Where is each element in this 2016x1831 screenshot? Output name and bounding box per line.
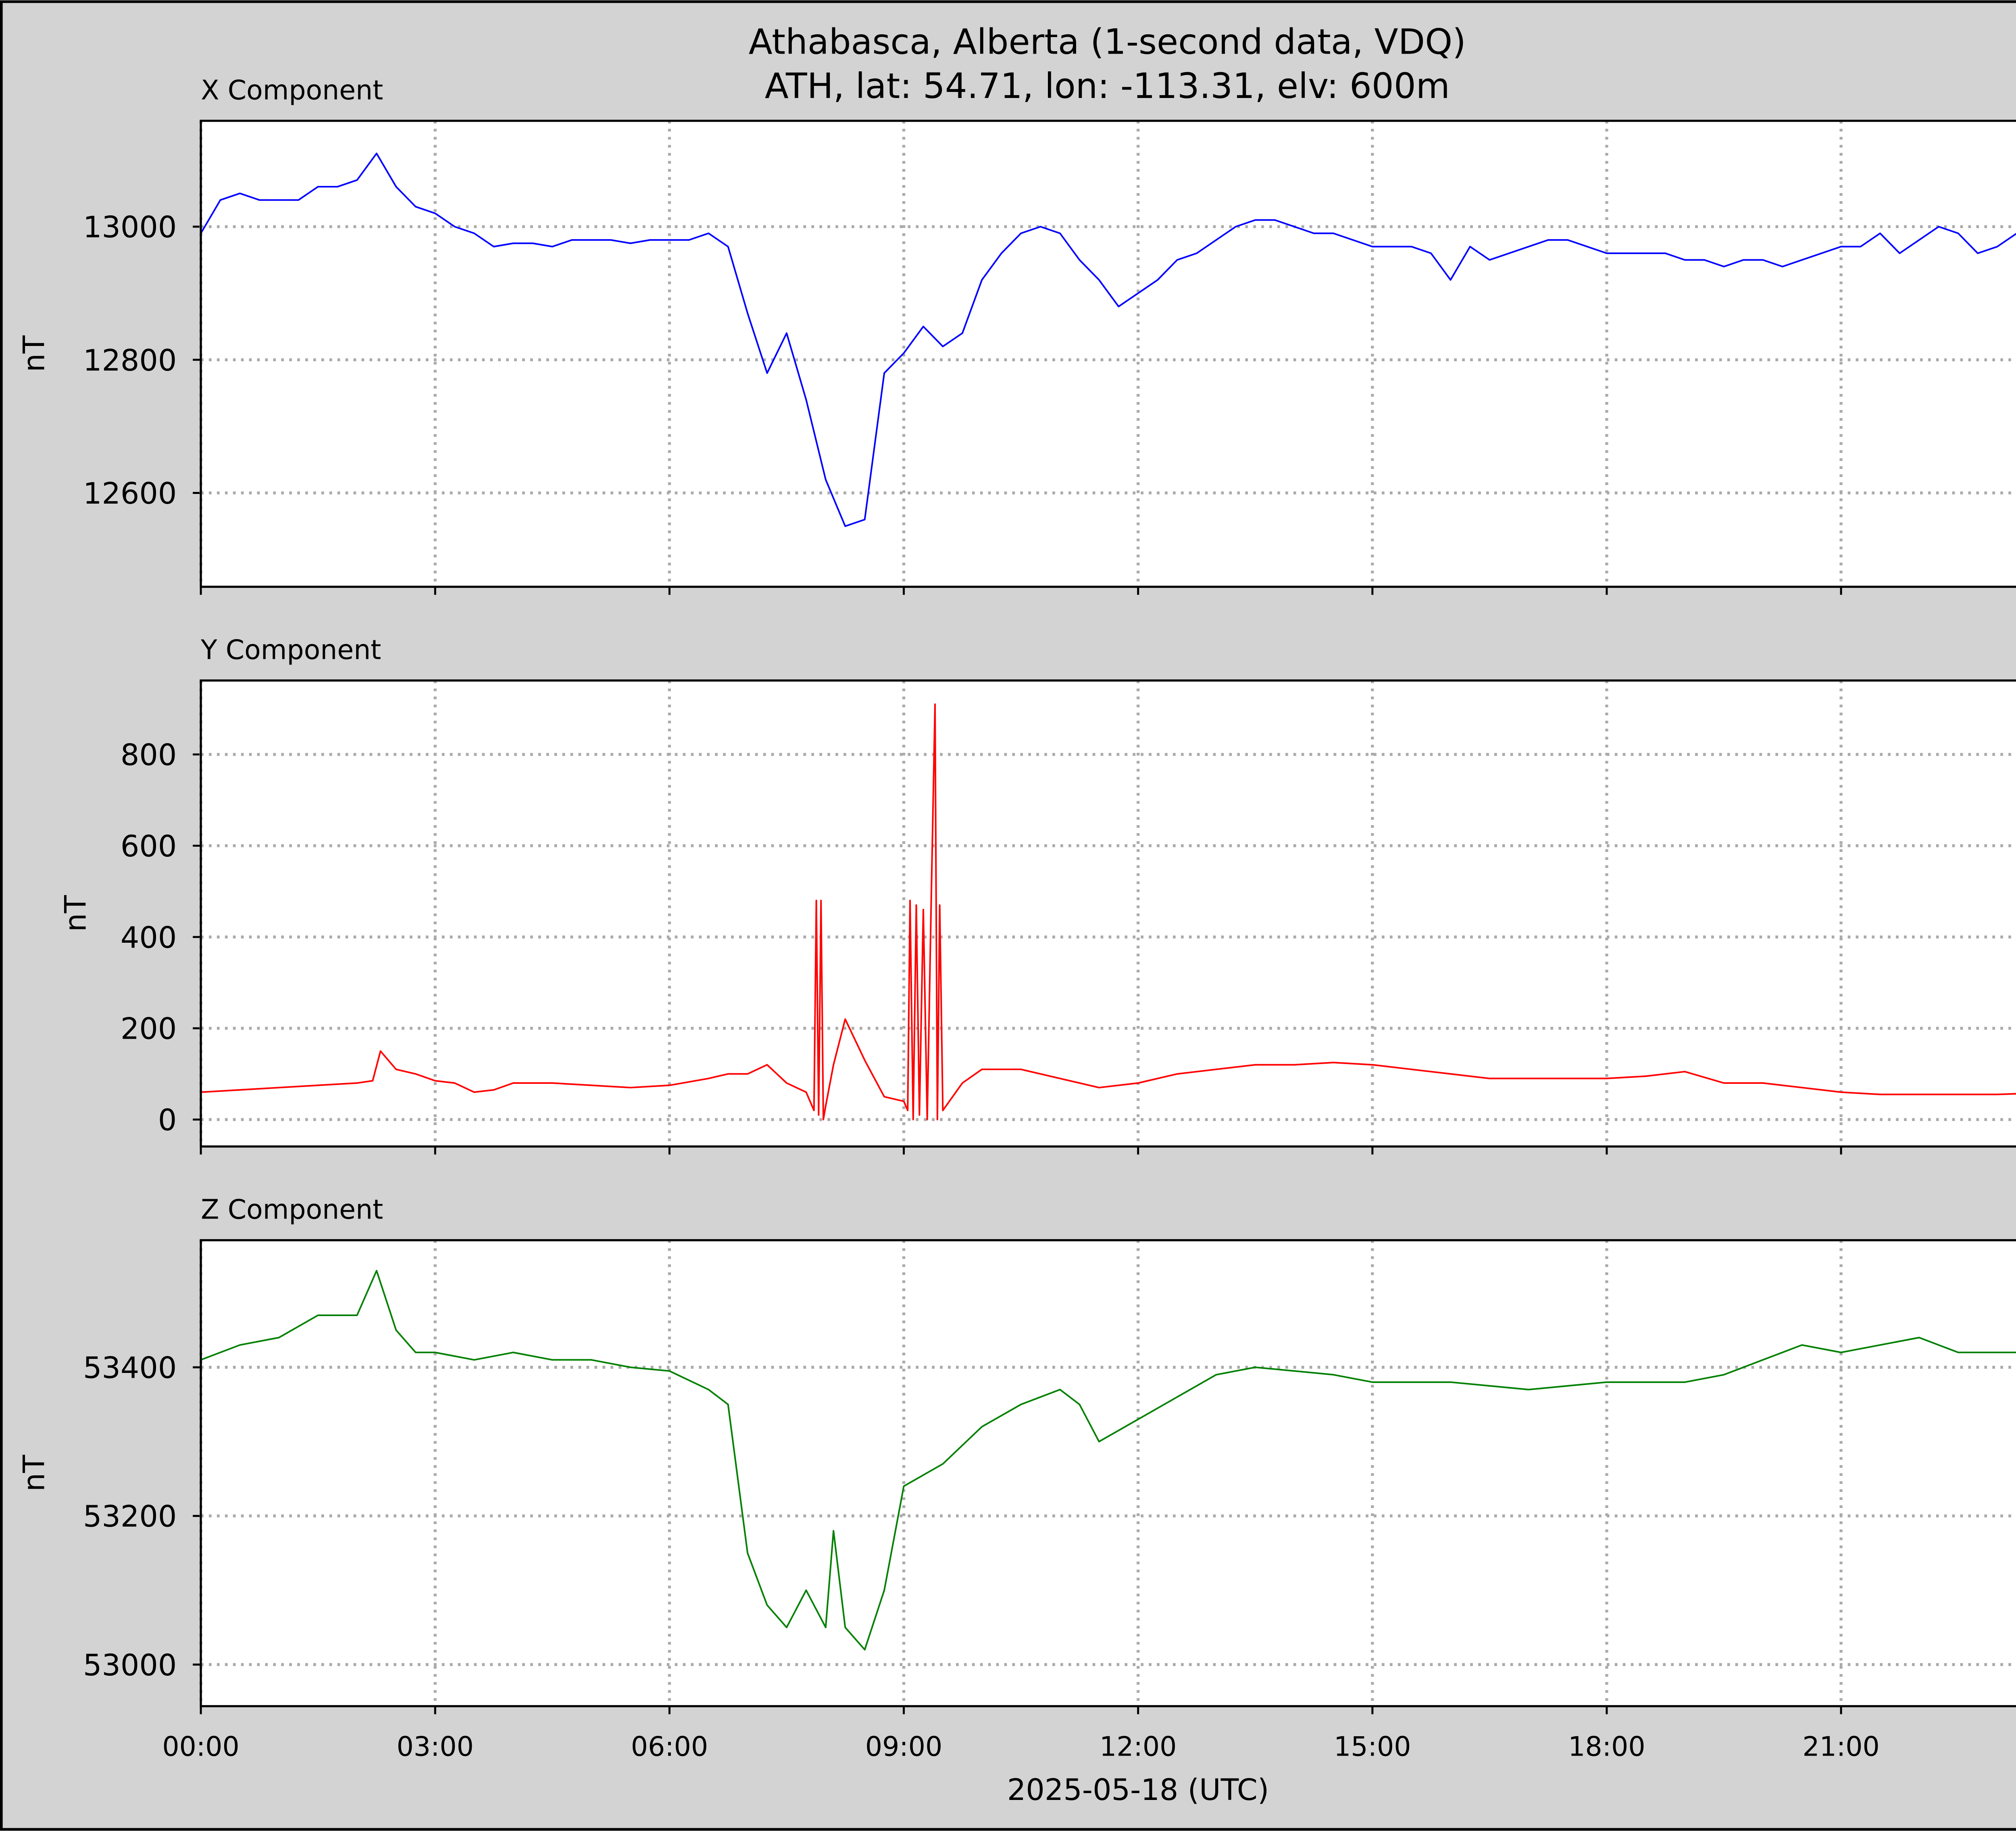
plot-area (201, 121, 2016, 587)
figure-title: Athabasca, Alberta (1-second data, VDQ) (749, 22, 1466, 62)
figure-subtitle: ATH, lat: 54.71, lon: -113.31, elv: 600m (765, 66, 1450, 106)
y-tick-label: 200 (121, 1012, 177, 1046)
y-tick-label: 53000 (83, 1648, 177, 1683)
x-tick-label: 06:00 (631, 1731, 708, 1762)
plot-frame (200, 1239, 2016, 1708)
y-tick-label: 12600 (83, 477, 177, 511)
y-tick-label: 53200 (83, 1500, 177, 1534)
panel-title: Y Component (200, 634, 381, 666)
y-axis-label: nT (59, 895, 93, 932)
y-tick-label: 53400 (83, 1351, 177, 1385)
x-tick-label: 18:00 (1568, 1731, 1645, 1762)
data-line (200, 1270, 2016, 1651)
plot-area (201, 1240, 2016, 1706)
data-line (200, 152, 2016, 527)
plot-frame (200, 119, 2016, 588)
y-tick-label: 400 (121, 921, 177, 955)
plot-area (201, 680, 2016, 1147)
x-tick-label: 00:00 (162, 1731, 239, 1762)
y-tick-label: 0 (158, 1103, 177, 1137)
data-line (201, 703, 2016, 1121)
x-tick-label: 12:00 (1100, 1731, 1177, 1762)
y-axis-label: nT (17, 335, 52, 372)
panel-title: Z Component (201, 1194, 383, 1225)
panel-title: X Component (201, 74, 383, 106)
y-tick-label: 800 (121, 738, 177, 773)
y-tick-label: 12800 (83, 344, 177, 378)
x-tick-label: 09:00 (865, 1731, 942, 1762)
y-tick-label: 600 (121, 829, 177, 864)
y-tick-label: 13000 (83, 210, 177, 245)
plot-frame (200, 679, 2016, 1148)
y-axis-label: nT (17, 1455, 52, 1491)
x-tick-label: 03:00 (397, 1731, 474, 1762)
x-axis-label: 2025-05-18 (UTC) (1007, 1773, 1269, 1807)
x-tick-label: 15:00 (1334, 1731, 1411, 1762)
x-tick-label: 21:00 (1802, 1731, 1879, 1762)
